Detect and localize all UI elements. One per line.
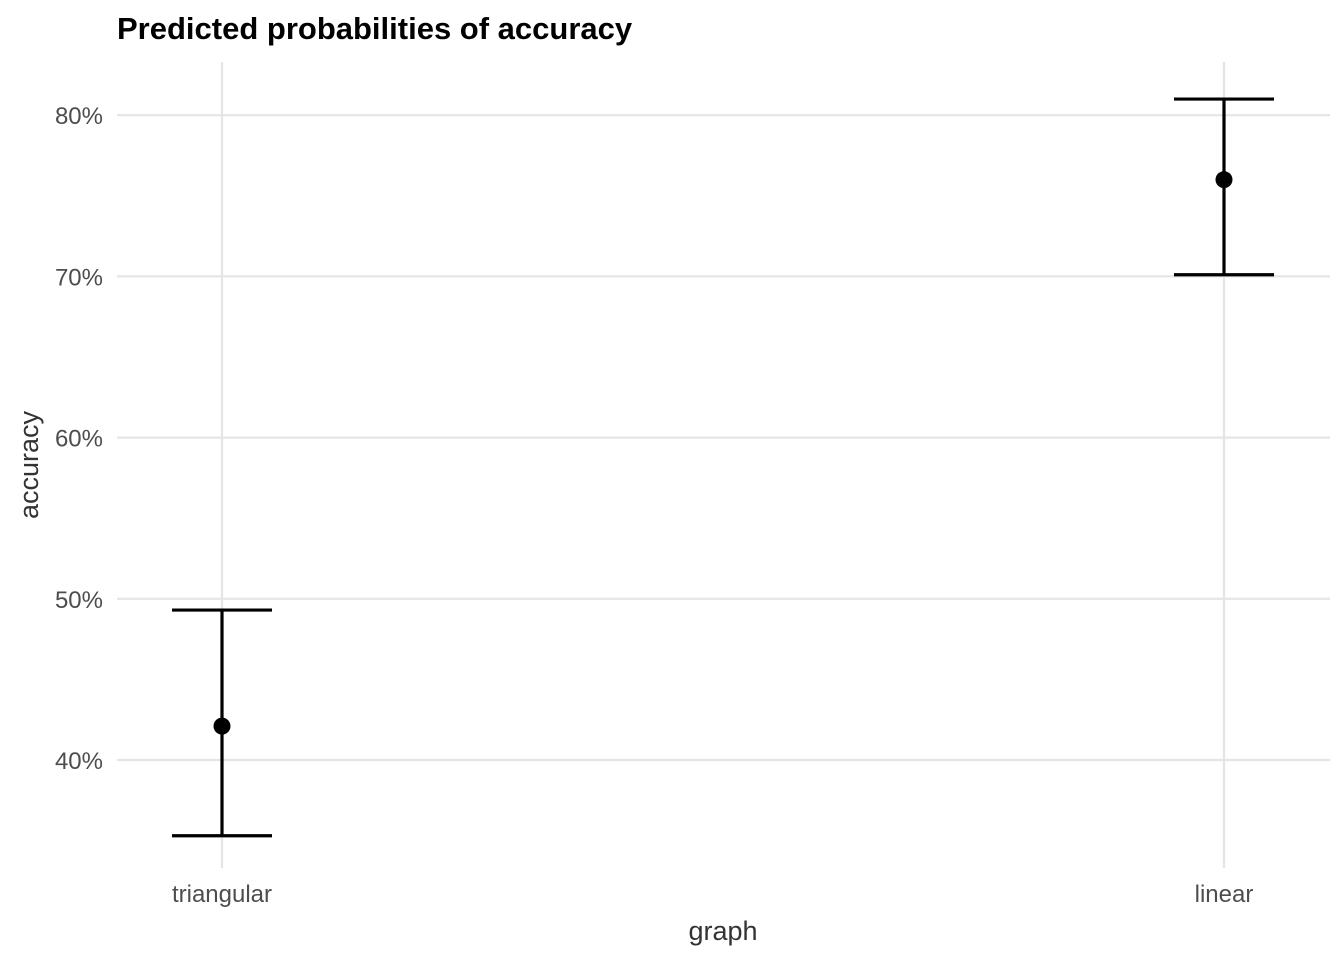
y-axis-title: accuracy <box>14 410 44 519</box>
x-tick-label: triangular <box>172 881 272 908</box>
y-tick-label: 50% <box>55 587 103 614</box>
y-tick-label: 80% <box>55 103 103 130</box>
y-tick-labels: 40% 50% 60% 70% 80% <box>55 103 103 775</box>
y-tick-label: 70% <box>55 264 103 291</box>
data-point <box>213 717 231 735</box>
chart-title: Predicted probabilities of accuracy <box>117 11 633 46</box>
y-tick-label: 40% <box>55 748 103 775</box>
x-tick-labels: triangular linear <box>172 881 1253 908</box>
data-point <box>1215 171 1233 189</box>
x-tick-label: linear <box>1195 881 1254 908</box>
y-tick-label: 60% <box>55 426 103 453</box>
x-axis-title: graph <box>688 916 757 946</box>
grid <box>117 62 1330 868</box>
error-bars <box>172 97 1274 838</box>
